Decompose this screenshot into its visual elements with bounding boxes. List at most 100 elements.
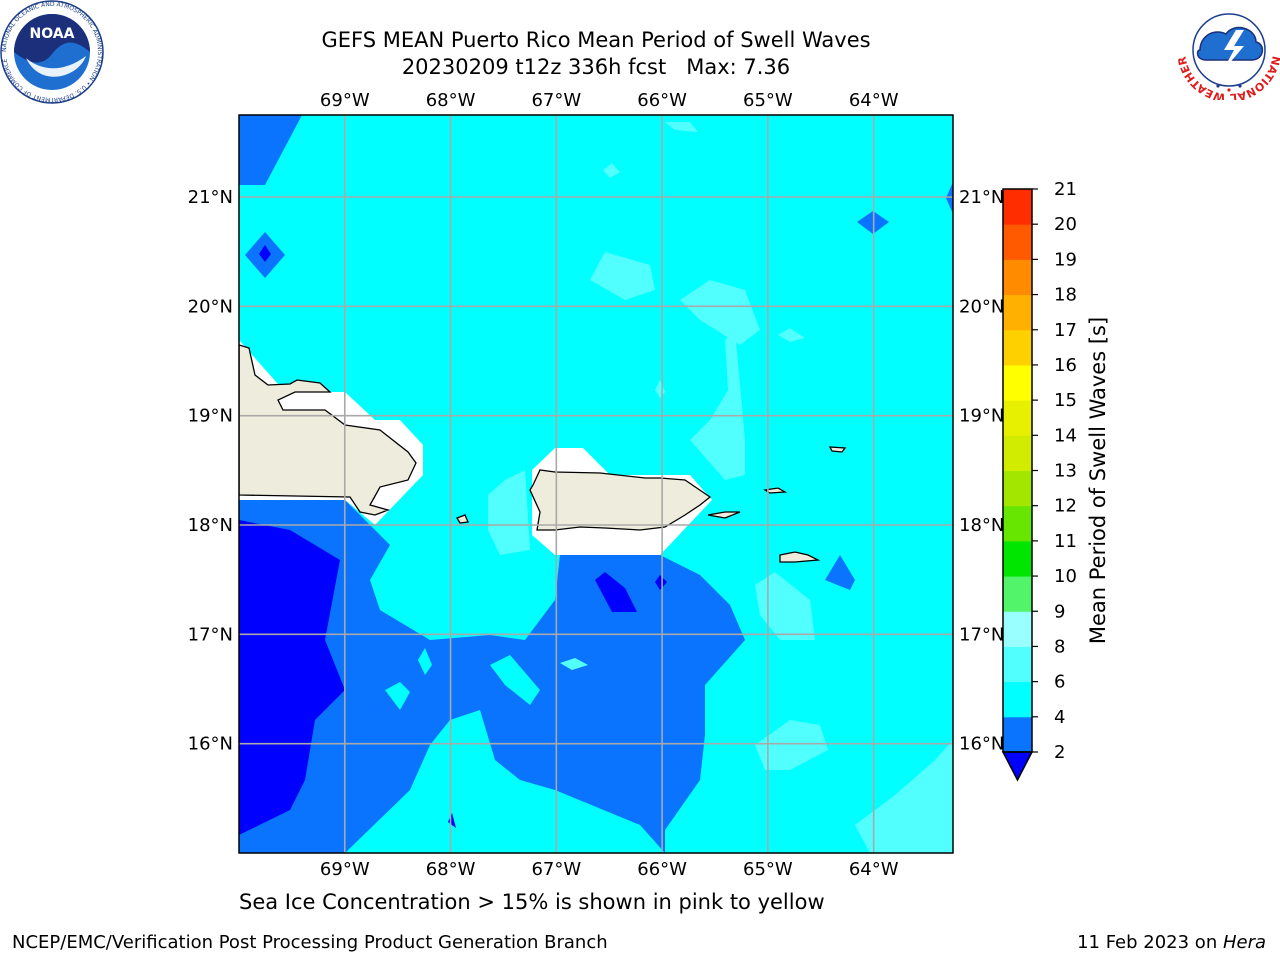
colorbar-segment [1003,646,1032,683]
band-6-8-east [755,572,815,640]
lat-label-left: 19°N [188,406,233,427]
lon-label-top: 69°W [320,90,370,111]
colorbar-tick-label: 12 [1054,496,1077,517]
lon-label-top: 65°W [743,90,793,111]
colorbar-tick-label: 4 [1054,707,1065,728]
colorbar-segment [1003,470,1032,507]
lat-label-right: 21°N [959,187,1004,208]
colorbar-tick-label: 21 [1054,179,1077,200]
footer-credit: NCEP/EMC/Verification Post Processing Pr… [12,932,608,953]
lon-label-top: 67°W [531,90,581,111]
band-2-4-ne-edge [946,182,953,214]
colorbar-segment [1003,505,1032,542]
lon-label-bottom: 64°W [849,859,899,880]
below-2-south-pr [595,572,637,612]
nws-logo: NATIONAL WEATHER SERVICE [1178,0,1280,100]
colorbar-tick-label: 18 [1054,285,1077,306]
graticule [239,115,953,853]
lon-label-bottom: 66°W [637,859,687,880]
colorbar-tick-label: 19 [1054,249,1077,270]
colorbar-segment [1003,611,1032,647]
colorbar-segment [1003,189,1032,225]
band-2-4-nw [239,115,302,185]
sea-ice-note: Sea Ice Concentration > 15% is shown in … [239,890,825,914]
lat-label-left: 18°N [188,515,233,536]
colorbar-tick-label: 11 [1054,531,1077,552]
lat-label-right: 16°N [959,734,1004,755]
colorbar-ticks: 2 4 6 8 9 10 11 12 13 14 15 16 17 18 19 20 21 [1032,179,1077,763]
below-2-sw [239,520,345,835]
lon-label-top: 64°W [849,90,899,111]
lat-label-left: 16°N [188,734,233,755]
colorbar-tick-label: 17 [1054,320,1077,341]
lat-label-right: 17°N [959,624,1004,645]
colorbar-segment [1003,364,1032,401]
colorbar-segment [1003,329,1032,366]
colorbar-tick-label: 14 [1054,425,1077,446]
lon-label-bottom: 65°W [743,859,793,880]
lon-label-top: 68°W [426,90,476,111]
band-6-8-east-north [680,280,760,345]
land-anegada [828,446,847,453]
colorbar-segment [1003,576,1032,612]
noaa-logo-text: NOAA [30,26,75,42]
lat-label-left: 17°N [188,624,233,645]
colorbar-segment [1003,435,1032,471]
footer-host: Hera [1222,932,1266,953]
colorbar-segment [1003,294,1032,331]
below-2-dot1 [655,575,667,590]
band-4-6-west [385,682,410,710]
band-6-8-sm3 [603,163,620,178]
below-2-dot2 [448,813,456,828]
colorbar-tick-label: 16 [1054,355,1077,376]
map-frame [238,114,954,854]
lon-label-bottom: 67°W [531,859,581,880]
lon-label-top: 66°W [637,90,687,111]
below-2-diamond [259,245,271,262]
band-6-8-north [590,252,655,300]
colorbar-segment [1003,400,1032,436]
band-6-8-sm5 [560,658,588,670]
land-puerto-rico [529,469,712,531]
land-st-croix [779,551,821,563]
colorbar-tick-label: 2 [1054,742,1065,763]
band-4-6-center [490,655,540,705]
band-6-8-sm1 [778,328,805,342]
colorbar-tick-label: 10 [1054,566,1077,587]
lon-label-bottom: 69°W [320,859,370,880]
colorbar-label: Mean Period of Swell Waves [s] [1086,317,1110,644]
map-panel: 69°W 69°W 68°W 68°W 67°W 67°W 66°W 66°W 65°W 65°W… [188,90,1005,880]
land-mona [456,514,469,524]
below-2-dot3 [288,658,294,675]
axis-labels: 69°W 69°W 68°W 68°W 67°W 67°W 66°W 66°W 65°W 65°W… [188,90,1005,880]
lon-label-bottom: 68°W [426,859,476,880]
band-6-8-sm4 [665,122,698,132]
lat-label-right: 20°N [959,296,1004,317]
colorbar-tick-label: 9 [1054,601,1065,622]
colorbar-under-arrow [1001,751,1034,782]
band-6-8-pr-south [488,470,530,555]
band-4-6-south [345,710,665,853]
band-6-8-ridge [690,330,745,480]
band-6-8-se [755,720,828,770]
footer-date: 11 Feb 2023 on Hera [1077,932,1266,953]
band-4-6-sw [418,648,432,675]
colorbar-segment [1003,224,1032,260]
colorbar-segment [1003,716,1032,753]
footer-date-text: 11 Feb 2023 on [1077,932,1223,953]
swell-period-field [239,115,953,853]
colorbar-tick-label: 15 [1054,390,1077,411]
band-2-4-east [825,555,855,590]
band-6-8-se-edge [855,740,953,853]
lat-label-left: 21°N [188,187,233,208]
map-title-line2: 20230209 t12z 336h fcst Max: 7.36 [401,55,791,79]
lat-label-right: 18°N [959,515,1004,536]
colorbar-segment [1003,259,1032,296]
land-vieques [707,511,741,519]
lat-label-left: 20°N [188,296,233,317]
colorbar-tick-label: 20 [1054,214,1077,235]
map-title-line1: GEFS MEAN Puerto Rico Mean Period of Swe… [321,28,871,52]
colorbar-tick-label: 13 [1054,461,1077,482]
noaa-logo: NATIONAL OCEANIC AND ATMOSPHERIC ADMINIS… [0,0,104,104]
